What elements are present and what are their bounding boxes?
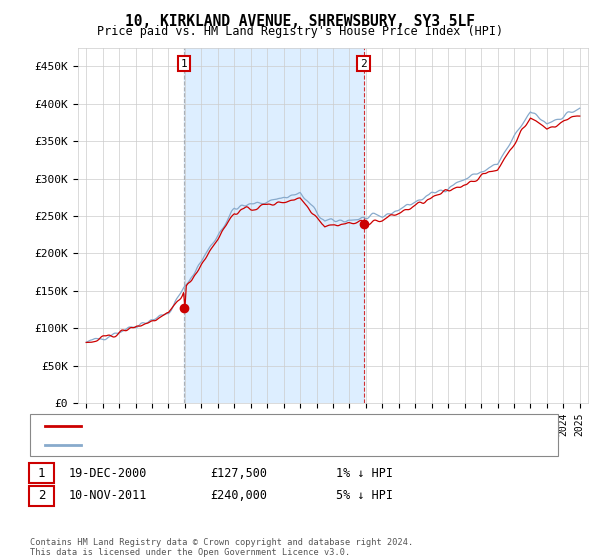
Text: 19-DEC-2000: 19-DEC-2000 — [69, 466, 148, 480]
Text: 1: 1 — [181, 59, 188, 69]
Text: 1: 1 — [38, 466, 45, 480]
Bar — [184, 48, 364, 403]
Text: Contains HM Land Registry data © Crown copyright and database right 2024.
This d: Contains HM Land Registry data © Crown c… — [30, 538, 413, 557]
Text: 10, KIRKLAND AVENUE, SHREWSBURY, SY3 5LF: 10, KIRKLAND AVENUE, SHREWSBURY, SY3 5LF — [125, 14, 475, 29]
Text: 2: 2 — [38, 489, 45, 502]
Text: 2: 2 — [360, 59, 367, 69]
Text: Price paid vs. HM Land Registry's House Price Index (HPI): Price paid vs. HM Land Registry's House … — [97, 25, 503, 38]
Text: £127,500: £127,500 — [210, 466, 267, 480]
Text: 1% ↓ HPI: 1% ↓ HPI — [336, 466, 393, 480]
Text: 10, KIRKLAND AVENUE, SHREWSBURY, SY3 5LF (detached house): 10, KIRKLAND AVENUE, SHREWSBURY, SY3 5LF… — [89, 421, 445, 431]
Text: 10-NOV-2011: 10-NOV-2011 — [69, 489, 148, 502]
Text: HPI: Average price, detached house, Shropshire: HPI: Average price, detached house, Shro… — [89, 440, 376, 450]
Text: £240,000: £240,000 — [210, 489, 267, 502]
Text: 5% ↓ HPI: 5% ↓ HPI — [336, 489, 393, 502]
